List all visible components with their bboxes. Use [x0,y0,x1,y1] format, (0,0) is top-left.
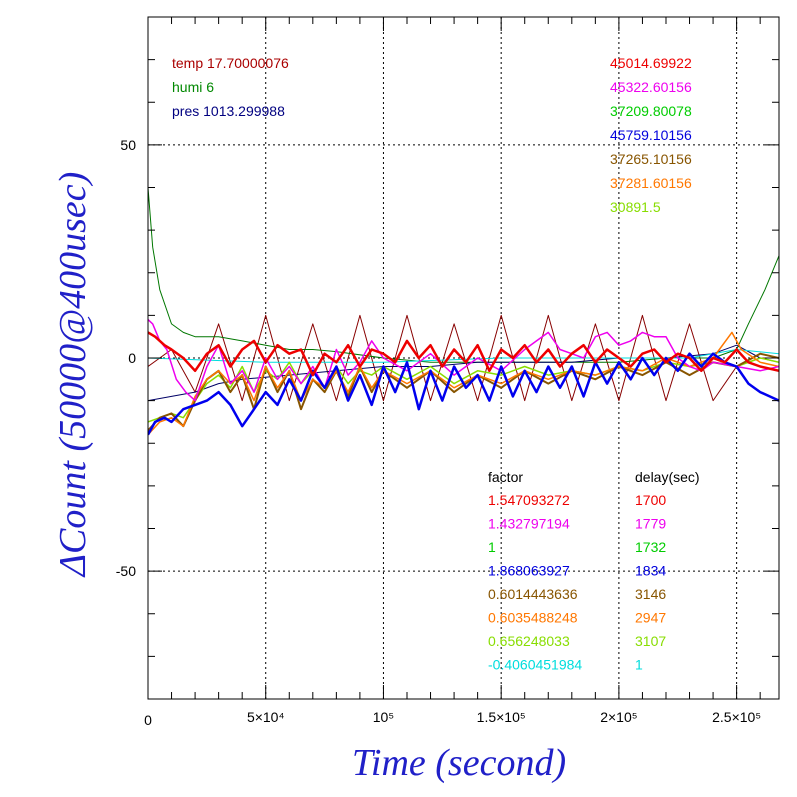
x-tick-label: 2×10⁵ [600,709,637,725]
env-label: humi 6 [172,79,214,95]
mean-count-value: 37265.10156 [610,151,692,167]
env-label: pres 1013.299988 [172,103,285,119]
delay-value: 1 [635,657,643,673]
environment-labels: temp 17.70000076 humi 6 pres 1013.299988 [172,55,289,119]
y-tick-label: 50 [120,137,136,153]
y-axis-title: ΔCount (50000@400usec) [52,172,94,579]
y-tick-label: 0 [128,350,136,366]
mean-count-value: 45014.69922 [610,55,692,71]
series-line [148,331,779,436]
mean-count-value: 30891.5 [610,199,661,215]
delay-header: delay(sec) [635,469,700,485]
series-line [148,352,779,436]
x-tick-label: 10⁵ [373,709,394,725]
factor-header: factor [488,469,523,485]
env-label: temp 17.70000076 [172,55,289,71]
factor-value: 1.547093272 [488,492,570,508]
delay-value: 3146 [635,586,666,602]
factor-value: -0.4060451984 [488,657,582,673]
factor-value: 0.656248033 [488,633,570,649]
mean-count-value: 37281.60156 [610,175,692,191]
y-tick-label: -50 [116,563,136,579]
series-line [148,349,779,363]
axis-tick-labels: 0 5×10⁴ 10⁵ 1.5×10⁵ 2×10⁵ 2.5×10⁵ 50 0 -50 [116,137,761,728]
x-tick-label: 2.5×10⁵ [712,709,761,725]
factor-value: 0.6014443636 [488,586,578,602]
delay-value: 1700 [635,492,666,508]
mean-count-value: 37209.80078 [610,103,692,119]
delay-value: 3107 [635,633,666,649]
x-axis-title: Time (second) [352,742,566,784]
x-tick-label: 1.5×10⁵ [477,709,526,725]
axis-ticks [147,16,779,700]
delay-value: 2947 [635,610,666,626]
factor-value: 1 [488,539,496,555]
series-lines [148,187,779,436]
mean-count-value: 45759.10156 [610,127,692,143]
factor-value: 1.432797194 [488,516,570,532]
series-line [148,187,779,363]
series-line [148,319,779,402]
delay-value: 1834 [635,563,666,579]
factor-value: 0.6035488248 [488,610,578,626]
series-line [148,331,779,377]
factor-delay-table: factor delay(sec) 1.547093272 1700 1.43279… [488,469,700,673]
x-tick-label: 0 [144,712,152,728]
series-line [148,352,779,432]
mean-count-value: 45322.60156 [610,79,692,95]
mean-count-labels: 45014.69922 45322.60156 37209.80078 45759.1… [610,55,692,215]
delay-value: 1779 [635,516,666,532]
delay-value: 1732 [635,539,666,555]
factor-value: 1.868063927 [488,563,570,579]
x-tick-label: 5×10⁴ [247,709,285,725]
